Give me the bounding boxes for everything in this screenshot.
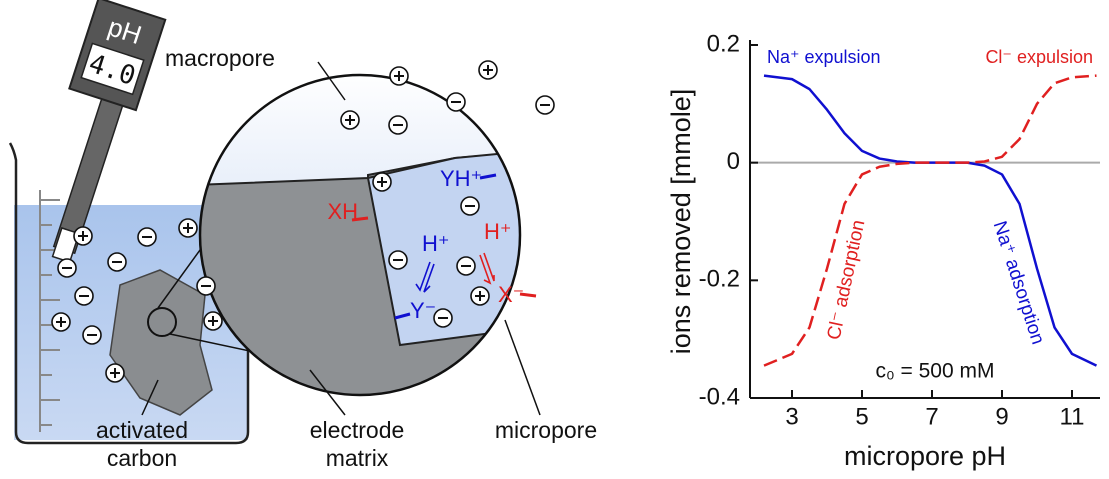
x-axis-label: micropore pH [844,441,1006,471]
anion [460,196,480,216]
zoom-outline [198,73,522,397]
cation [51,312,71,332]
micropore-label: micropore [495,417,597,443]
species-h: H⁺ [484,219,512,244]
y-tick-label: -0.4 [699,383,740,410]
annotation: Na⁺ expulsion [767,47,881,67]
x-tick-label: 5 [855,403,868,430]
y-tick-label: -0.2 [699,266,740,293]
cation [478,60,498,80]
anion [446,92,466,112]
anion [57,258,77,278]
cation [73,226,93,246]
cation [105,363,125,383]
macropore-label: macropore [165,45,275,71]
equilibrium-arrows [415,252,495,293]
annotation: c₀ = 500 mM [875,360,994,383]
x-tick-label: 9 [995,403,1008,430]
carbon-label: activated [96,417,188,443]
series-line [763,74,1097,367]
species-yh: YH⁺ [440,166,482,191]
series-line [763,74,1098,367]
anion [535,95,555,115]
annotation: Cl⁻ expulsion [985,47,1093,67]
species-x: X⁻ [498,282,524,307]
y-axis-label: ions removed [mmole] [666,89,696,355]
cation [470,286,490,306]
bonds [351,173,537,320]
x-tick-label: 11 [1060,403,1085,430]
cation [389,66,409,86]
species-h: H⁺ [422,231,450,256]
anion [74,286,94,306]
zoom-view [200,75,520,395]
anion [196,276,216,296]
anion [388,250,408,270]
anion [456,256,476,276]
species-y: Y⁻ [410,298,436,323]
ions [51,60,555,383]
ph-meter: pH 4.0 [51,0,167,264]
annotation: Na⁺ adsorption [989,219,1049,348]
micropore-space [366,148,520,347]
y-tick-label: 0.2 [707,30,740,57]
carbon-label: carbon [107,445,177,471]
x-tick-label: 7 [925,403,938,430]
zoom-circle [147,307,177,337]
cation [372,172,392,192]
anion [137,227,157,247]
y-tick-label: 0 [727,148,740,175]
chart: -0.4 -0.2 0 0.2 3 5 7 9 11 micropore pH ions remov… [666,30,1100,471]
anion [388,115,408,135]
matrix-label: electrode [310,417,405,443]
species-xh: XH [327,199,358,224]
matrix-label: matrix [326,445,389,471]
annotation: Cl⁻ adsorption [824,218,870,342]
cation [178,218,198,238]
anion [107,252,127,272]
anion [433,308,453,328]
scale [39,190,60,432]
anion [82,325,102,345]
x-tick-label: 3 [785,403,798,430]
cation [340,110,360,130]
cation [203,311,223,331]
